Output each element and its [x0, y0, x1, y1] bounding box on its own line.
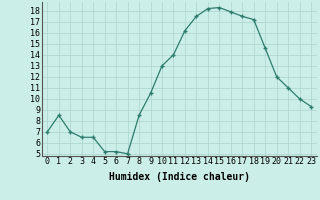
X-axis label: Humidex (Indice chaleur): Humidex (Indice chaleur) [109, 172, 250, 182]
